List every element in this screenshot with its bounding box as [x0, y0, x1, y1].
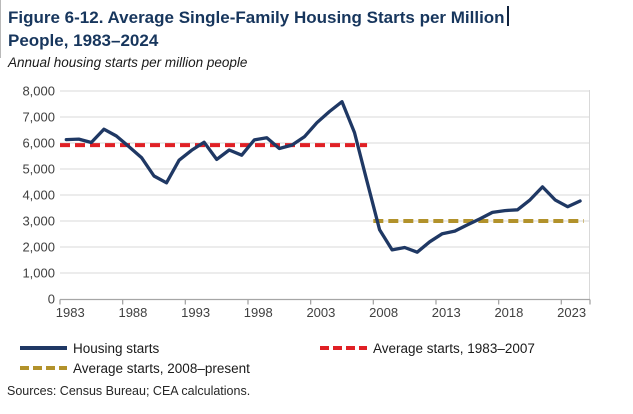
y-axis-label: 5,000 — [22, 162, 55, 177]
left-edge-artifact-line — [0, 0, 1, 58]
y-axis-label: 7,000 — [22, 110, 55, 125]
housing-starts-line — [64, 100, 582, 254]
x-axis-label: 2023 — [557, 305, 586, 320]
legend-item-housing-starts: Housing starts — [20, 339, 159, 357]
legend-swatch-red-dashed-line — [320, 346, 367, 350]
x-axis-label: 2018 — [494, 305, 523, 320]
sources-note: Sources: Census Bureau; CEA calculations… — [7, 384, 251, 398]
figure-subtitle: Annual housing starts per million people — [8, 55, 248, 70]
text-cursor — [506, 6, 509, 26]
y-axis-label: 8,000 — [22, 84, 55, 99]
figure-title-line2: People, 1983–2024 — [8, 31, 159, 50]
figure-title: Figure 6-12. Average Single-Family Housi… — [8, 6, 618, 52]
figure-title-line1: Figure 6-12. Average Single-Family Housi… — [8, 8, 505, 27]
x-axis-label: 2003 — [306, 305, 335, 320]
legend-item-average-2008-present: Average starts, 2008–present — [20, 359, 250, 377]
x-axis-label: 2013 — [432, 305, 461, 320]
y-axis-label: 0 — [48, 292, 55, 307]
legend-label: Average starts, 1983–2007 — [373, 340, 535, 356]
x-axis-label: 1998 — [244, 305, 273, 320]
x-axis-label: 2008 — [369, 305, 398, 320]
legend-label: Average starts, 2008–present — [73, 360, 250, 376]
legend-item-average-1983-2007: Average starts, 1983–2007 — [320, 339, 535, 357]
y-axis-label: 4,000 — [22, 188, 55, 203]
legend-swatch-solid-line — [20, 346, 67, 350]
legend-swatch-gold-dashed-line — [20, 366, 67, 370]
x-axis-label: 1988 — [118, 305, 147, 320]
x-axis-label: 1993 — [181, 305, 210, 320]
y-axis-label: 2,000 — [22, 240, 55, 255]
x-axis-label: 1983 — [56, 305, 85, 320]
y-axis-label: 6,000 — [22, 136, 55, 151]
y-axis-label: 3,000 — [22, 214, 55, 229]
y-axis-label: 1,000 — [22, 266, 55, 281]
legend-label: Housing starts — [73, 340, 160, 356]
